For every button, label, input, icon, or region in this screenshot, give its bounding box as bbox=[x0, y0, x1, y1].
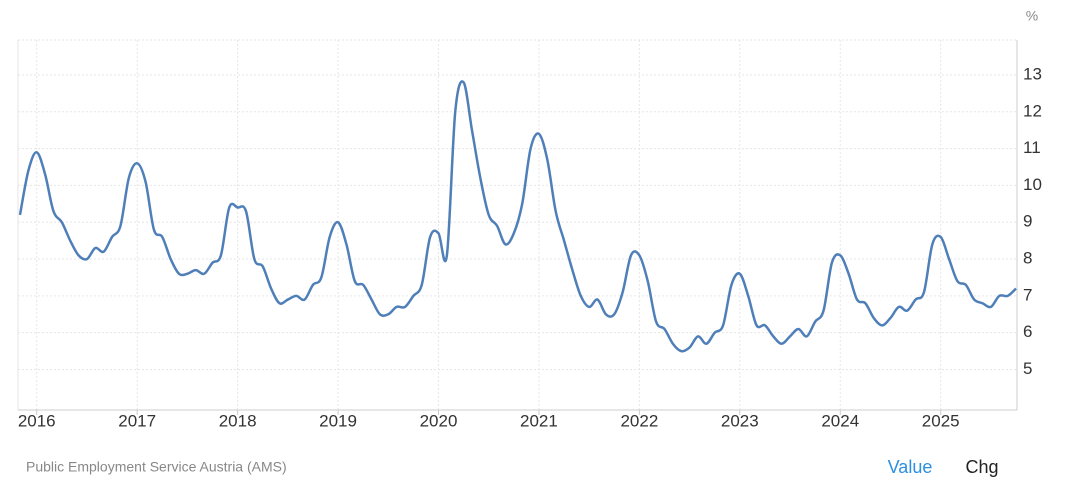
y-tick-label: 7 bbox=[1023, 285, 1032, 304]
y-tick-label: 5 bbox=[1023, 359, 1032, 378]
x-tick-label: 2024 bbox=[821, 411, 859, 430]
x-tick-label: 2020 bbox=[420, 411, 458, 430]
x-tick-label: 2021 bbox=[520, 411, 558, 430]
x-tick-label: 2023 bbox=[721, 411, 759, 430]
x-tick-label: 2025 bbox=[922, 411, 960, 430]
value-button[interactable]: Value bbox=[888, 457, 933, 477]
y-tick-label: 9 bbox=[1023, 212, 1032, 231]
source-label: Public Employment Service Austria (AMS) bbox=[26, 459, 287, 475]
x-tick-label: 2022 bbox=[620, 411, 658, 430]
unit-label: % bbox=[1026, 8, 1038, 24]
x-tick-label: 2019 bbox=[319, 411, 357, 430]
chg-button[interactable]: Chg bbox=[965, 457, 998, 477]
y-tick-label: 11 bbox=[1023, 138, 1041, 157]
y-tick-label: 10 bbox=[1023, 175, 1042, 194]
data-line bbox=[18, 80, 1017, 353]
x-tick-label: 2017 bbox=[118, 411, 156, 430]
y-tick-label: 8 bbox=[1023, 249, 1032, 268]
x-tick-label: 2018 bbox=[219, 411, 257, 430]
y-tick-label: 6 bbox=[1023, 322, 1032, 341]
x-tick-label: 2016 bbox=[18, 411, 56, 430]
y-tick-label: 13 bbox=[1023, 64, 1042, 83]
y-tick-label: 12 bbox=[1023, 101, 1042, 120]
